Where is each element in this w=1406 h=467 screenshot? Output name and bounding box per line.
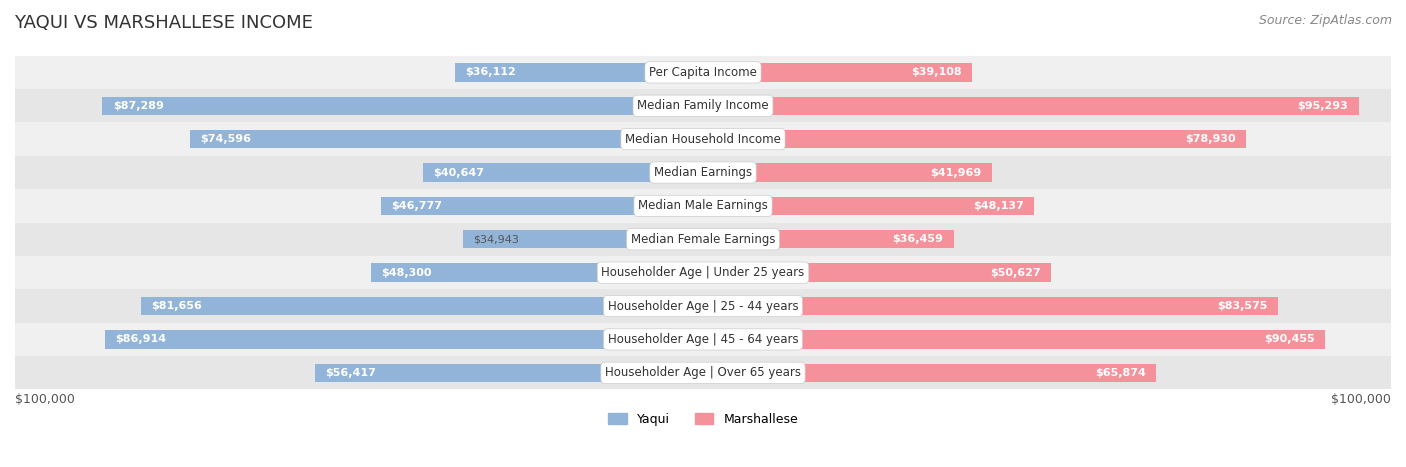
Text: $39,108: $39,108 — [911, 67, 962, 78]
Bar — [15, 290, 1391, 323]
Bar — [423, 163, 703, 182]
Text: $74,596: $74,596 — [200, 134, 252, 144]
Bar — [15, 189, 1391, 223]
Text: $65,874: $65,874 — [1095, 368, 1146, 378]
Text: $100,000: $100,000 — [1331, 394, 1391, 406]
Bar — [703, 230, 953, 248]
Bar — [703, 364, 1156, 382]
Text: Householder Age | 45 - 64 years: Householder Age | 45 - 64 years — [607, 333, 799, 346]
Bar — [703, 263, 1052, 282]
Text: Median Female Earnings: Median Female Earnings — [631, 233, 775, 246]
Bar — [703, 97, 1358, 115]
Text: $87,289: $87,289 — [112, 101, 163, 111]
Text: Median Household Income: Median Household Income — [626, 133, 780, 146]
Bar — [15, 89, 1391, 122]
Bar — [141, 297, 703, 315]
Bar — [381, 197, 703, 215]
Text: $95,293: $95,293 — [1298, 101, 1348, 111]
Text: $83,575: $83,575 — [1218, 301, 1268, 311]
Text: Householder Age | Under 25 years: Householder Age | Under 25 years — [602, 266, 804, 279]
Bar — [703, 130, 1246, 149]
Text: $46,777: $46,777 — [391, 201, 443, 211]
Bar — [15, 56, 1391, 89]
Bar — [105, 330, 703, 348]
Bar — [703, 63, 972, 82]
Text: $36,112: $36,112 — [465, 67, 516, 78]
Bar — [103, 97, 703, 115]
Bar — [371, 263, 703, 282]
Text: $90,455: $90,455 — [1264, 334, 1315, 345]
Text: $50,627: $50,627 — [990, 268, 1040, 278]
Bar — [463, 230, 703, 248]
Bar — [454, 63, 703, 82]
Bar — [703, 197, 1035, 215]
Text: $100,000: $100,000 — [15, 394, 75, 406]
Bar — [703, 330, 1326, 348]
Text: $48,300: $48,300 — [381, 268, 432, 278]
Text: Per Capita Income: Per Capita Income — [650, 66, 756, 79]
Text: $36,459: $36,459 — [893, 234, 943, 244]
Bar — [703, 297, 1278, 315]
Bar — [15, 256, 1391, 290]
Text: Householder Age | Over 65 years: Householder Age | Over 65 years — [605, 366, 801, 379]
Text: $48,137: $48,137 — [973, 201, 1024, 211]
Text: $56,417: $56,417 — [325, 368, 375, 378]
Bar — [703, 163, 991, 182]
Legend: Yaqui, Marshallese: Yaqui, Marshallese — [603, 408, 803, 431]
Bar — [15, 156, 1391, 189]
Text: Source: ZipAtlas.com: Source: ZipAtlas.com — [1258, 14, 1392, 27]
Text: $34,943: $34,943 — [472, 234, 519, 244]
Bar — [190, 130, 703, 149]
Bar — [15, 323, 1391, 356]
Bar — [15, 356, 1391, 389]
Text: YAQUI VS MARSHALLESE INCOME: YAQUI VS MARSHALLESE INCOME — [14, 14, 314, 32]
Text: $81,656: $81,656 — [152, 301, 202, 311]
Text: $86,914: $86,914 — [115, 334, 166, 345]
Text: Median Earnings: Median Earnings — [654, 166, 752, 179]
Text: Median Family Income: Median Family Income — [637, 99, 769, 112]
Text: $78,930: $78,930 — [1185, 134, 1236, 144]
Text: $41,969: $41,969 — [931, 168, 981, 177]
Text: $40,647: $40,647 — [433, 168, 485, 177]
Bar — [15, 223, 1391, 256]
Bar — [315, 364, 703, 382]
Text: Householder Age | 25 - 44 years: Householder Age | 25 - 44 years — [607, 299, 799, 312]
Bar — [15, 122, 1391, 156]
Text: Median Male Earnings: Median Male Earnings — [638, 199, 768, 212]
